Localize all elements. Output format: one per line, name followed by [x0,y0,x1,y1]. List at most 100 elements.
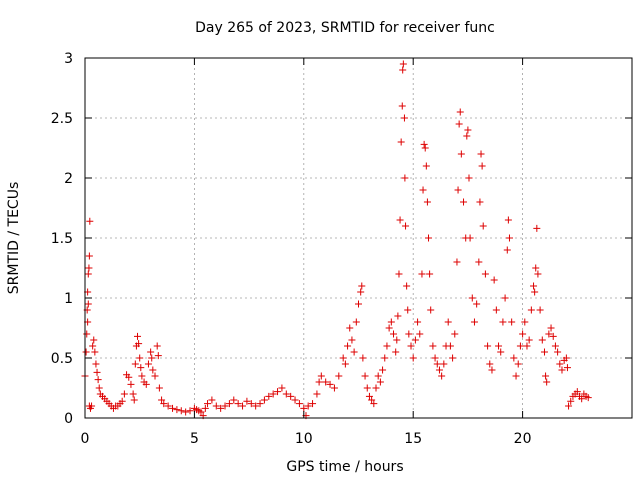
data-point [309,400,317,408]
data-point [94,376,102,384]
data-point [554,348,562,356]
data-point [230,396,238,404]
data-point [144,360,152,368]
data-point [398,102,406,110]
data-point [186,407,194,415]
data-point [495,342,503,350]
data-point [411,336,419,344]
grid [85,58,632,418]
data-point [407,342,415,350]
data-point [457,150,465,158]
data-point [429,342,437,350]
y-tick-label: 1.5 [51,231,73,247]
data-point [155,384,163,392]
data-point [383,342,391,350]
data-point [85,264,93,272]
data-point [478,162,486,170]
data-point [91,348,99,356]
data-point [315,378,323,386]
data-point [88,402,96,410]
data-point [543,378,551,386]
data-point [451,330,459,338]
data-point [475,258,483,266]
data-point [84,270,92,278]
chart-title: Day 265 of 2023, SRMTID for receiver fun… [195,20,495,36]
data-point [438,372,446,380]
data-point [300,404,308,412]
data-point [154,352,162,360]
data-point [549,332,557,340]
data-point [90,336,98,344]
data-point [563,364,571,372]
data-point [567,397,575,405]
data-point [578,395,586,403]
data-point [160,400,168,408]
data-point [440,360,448,368]
data-point [339,354,347,362]
data-point [322,378,330,386]
data-point [523,342,531,350]
data-point [355,300,362,308]
data-point [505,234,513,242]
data-point [83,330,91,338]
data-point [291,396,299,404]
data-point [393,336,401,344]
data-point [169,404,177,412]
data-point [395,270,403,278]
data-point [488,366,496,374]
data-point [120,390,128,398]
data-point [479,222,487,230]
data-point [221,402,229,410]
data-point [394,312,402,320]
data-point [326,380,334,388]
data-point [376,378,384,386]
data-point [501,294,509,302]
data-point [433,360,441,368]
data-point [137,364,145,372]
data-point [401,174,409,182]
data-point [403,282,411,290]
data-point [527,306,535,314]
data-point [278,384,286,392]
data-point [534,270,542,278]
x-tick-label: 15 [404,431,422,447]
data-point [530,282,538,290]
y-tick-label: 3 [64,51,73,67]
data-point [368,396,376,404]
data-point [212,402,220,410]
data-point [453,258,461,266]
data-point [173,406,181,414]
data-point [177,407,185,415]
y-tick-label: 2 [64,171,73,187]
data-point [350,348,358,356]
data-point [533,224,541,232]
data-point [431,354,439,362]
data-point [460,198,468,206]
data-point [456,108,464,116]
data-point [396,216,404,224]
data-point [269,390,277,398]
data-point [540,348,548,356]
data-point [463,132,471,140]
data-point [565,402,573,410]
data-point [503,246,511,254]
data-point [419,186,427,194]
data-point [392,348,400,356]
data-point [477,150,485,158]
data-point [400,114,408,122]
data-point [444,318,452,326]
data-point [127,380,135,388]
plot-frame [84,57,633,419]
data-point [243,397,251,405]
data-point [551,342,559,350]
data-point [234,400,242,408]
data-point [330,384,338,392]
data-point [148,354,156,362]
data-point [374,372,382,380]
data-point [317,372,325,380]
data-point [260,396,268,404]
data-point [397,138,405,146]
y-tick-label: 0 [64,411,73,427]
data-point [465,174,473,182]
x-tick-label: 5 [190,431,199,447]
